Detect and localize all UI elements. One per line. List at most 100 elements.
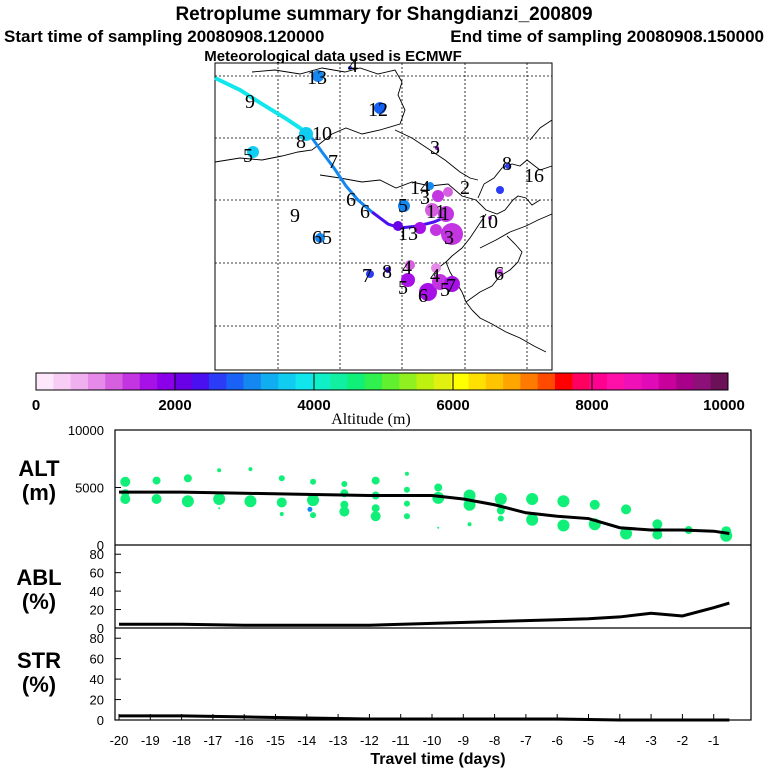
alt-particle-point [151, 494, 162, 504]
alt-particle-point [183, 474, 192, 483]
colorbar-swatch [174, 373, 192, 390]
colorbar-swatch [70, 373, 89, 390]
x-tick-label: -4 [614, 733, 626, 748]
colorbar-swatch [485, 373, 504, 390]
colorbar-swatch [278, 373, 296, 390]
map-particles [247, 66, 511, 301]
colorbar-swatch [122, 373, 141, 390]
alt-panel: 10000 5000 0 [68, 423, 733, 553]
abl-panel-label: ABL [16, 565, 61, 590]
colorbar-swatch [53, 373, 71, 390]
alt-particle-point [526, 493, 539, 505]
map-day-label: 8 [382, 261, 392, 283]
map-day-label: 5 [398, 277, 408, 299]
colorbar-swatch [520, 373, 538, 390]
alt-particle-point [307, 494, 320, 507]
colorbar-swatch [572, 373, 590, 390]
map-day-label: 13 [398, 223, 418, 245]
str-y-tick-label: 60 [90, 652, 104, 667]
map-day-label: 6 [346, 189, 356, 211]
str-panel-label: STR [17, 648, 61, 673]
map-day-label: 6 [494, 263, 504, 285]
alt-particle-point [217, 468, 222, 473]
map-day-label: 5 [243, 145, 253, 167]
time-series-frame [114, 429, 752, 721]
alt-particle-point [248, 467, 253, 472]
alt-particle-point [371, 476, 380, 485]
figure-title: Retroplume summary for Shangdianzi_20080… [175, 4, 592, 25]
colorbar-swatch [347, 373, 365, 390]
altitude-colorbar [35, 372, 729, 391]
trajectory-segment-blue [310, 137, 373, 214]
alt-y-tick-label: 5000 [75, 481, 104, 496]
alt-particle-point [557, 519, 570, 532]
x-axis-label: Travel time (days) [370, 751, 505, 768]
map-day-label: 7 [362, 265, 372, 287]
x-tick-label: -12 [360, 733, 379, 748]
alt-panel-label: ALT [18, 456, 60, 481]
abl-y-tick-label: 40 [90, 584, 104, 599]
alt-particle-point [279, 511, 284, 516]
str-line [119, 714, 730, 722]
trajectory-segment-indigo [371, 210, 449, 230]
colorbar-swatch [312, 373, 331, 390]
alt-y-tick-label: 0 [97, 538, 104, 553]
map-day-label: 16 [524, 165, 544, 187]
colorbar-swatch [537, 373, 556, 390]
abl-panel: 80 60 40 20 0 [90, 547, 730, 636]
alt-particle-point [497, 515, 504, 522]
alt-particle-point [120, 476, 131, 487]
x-tick-label: -7 [520, 733, 532, 748]
str-panel: 80 60 40 20 0 [90, 631, 730, 728]
map-day-label: 9 [245, 91, 255, 113]
map-day-label: 8 [502, 153, 512, 175]
map-day-label: 10 [312, 123, 332, 145]
colorbar-swatch [226, 373, 244, 390]
colorbar-tick-6000: 6000 [436, 397, 469, 414]
x-tick-label: -13 [329, 733, 348, 748]
abl-y-tick-label: 0 [97, 621, 104, 636]
alt-y-tick-label: 10000 [68, 423, 104, 438]
alt-particle-point [589, 499, 600, 510]
map-day-label: 65 [312, 227, 332, 249]
abl-y-tick-label: 80 [90, 547, 104, 562]
colorbar-swatch [209, 373, 227, 390]
alt-particle-point [496, 506, 505, 515]
colorbar-swatch [139, 373, 158, 390]
alt-particle-point [371, 504, 380, 513]
colorbar-swatch [641, 373, 660, 390]
colorbar-swatch [382, 373, 400, 390]
str-y-tick-label: 0 [97, 713, 104, 728]
str-y-tick-label: 20 [90, 693, 104, 708]
colorbar-swatch [243, 373, 262, 390]
colorbar-swatch [710, 373, 729, 390]
map-day-label: 13 [307, 67, 327, 89]
map-day-label: 4 [430, 265, 440, 287]
colorbar-swatch [330, 373, 348, 390]
colorbar-swatch [105, 373, 123, 390]
alt-particle-point [434, 483, 443, 492]
map-gridlines [215, 63, 552, 370]
x-tick-label: -15 [266, 733, 285, 748]
x-tick-label: -14 [297, 733, 316, 748]
abl-y-tick-label: 60 [90, 566, 104, 581]
colorbar-swatch [295, 373, 314, 390]
alt-particle-point [341, 481, 348, 488]
alt-particle-point [218, 507, 221, 510]
map-coastlines [214, 67, 553, 353]
map-day-label: 4 [348, 55, 358, 77]
x-tick-label: -16 [235, 733, 254, 748]
map-day-label: 12 [368, 99, 388, 121]
abl-panel-unit: (%) [22, 589, 56, 614]
colorbar-tick-4000: 4000 [297, 397, 330, 414]
colorbar-swatch [676, 373, 694, 390]
str-y-tick-label: 80 [90, 631, 104, 646]
colorbar-swatch [658, 373, 677, 390]
alt-particle-point [181, 495, 194, 508]
alt-particle-point [526, 513, 539, 526]
colorbar-tick-8000: 8000 [575, 397, 608, 414]
x-tick-label: -2 [677, 733, 689, 748]
x-tick-label: -8 [489, 733, 501, 748]
